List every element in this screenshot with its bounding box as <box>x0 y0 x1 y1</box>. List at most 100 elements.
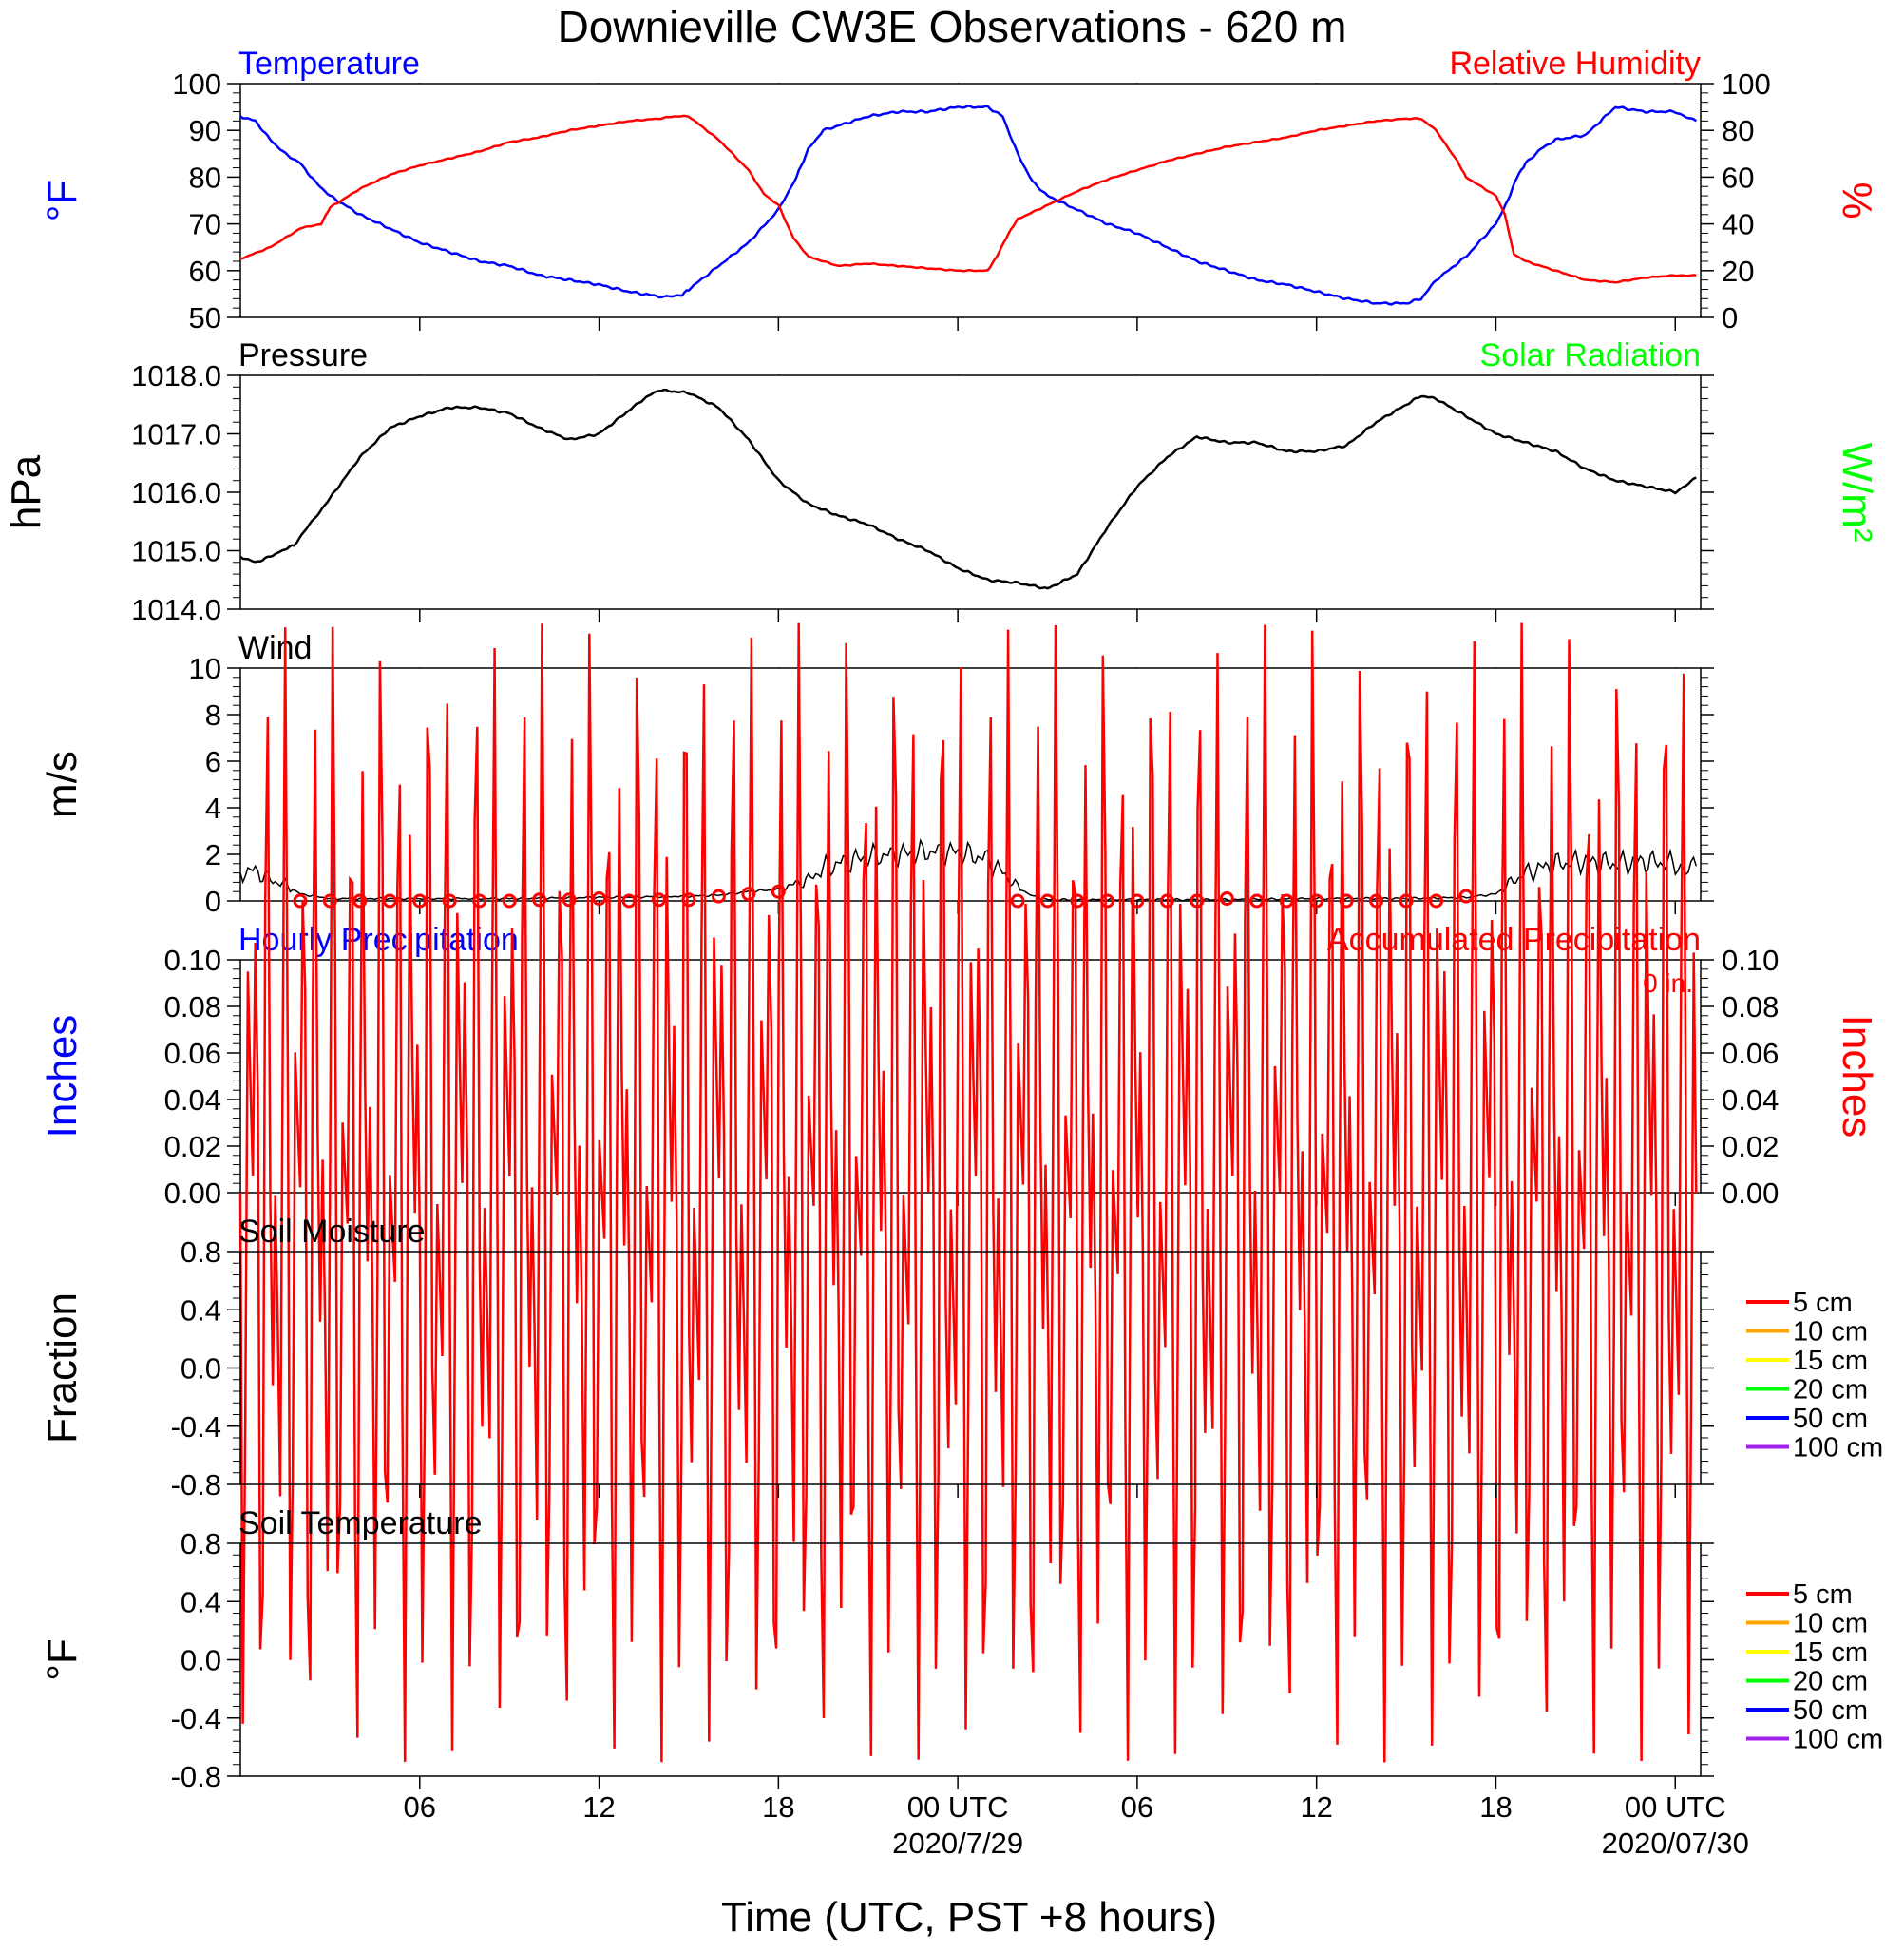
y-axis-label: °F <box>39 180 86 221</box>
panel-title-left: Temperature <box>238 46 420 82</box>
legend-label: 20 cm <box>1793 1667 1868 1697</box>
wind-barb-calm <box>592 891 607 907</box>
y-right-tick-label: 40 <box>1722 208 1754 241</box>
y-tick-label: 4 <box>205 792 221 825</box>
wind-barb-calm <box>352 893 368 909</box>
wind-barb-calm <box>621 893 637 909</box>
panel-pressure: 1014.0 1015.0 1016.0 1017.0 1018.0 Pressure So… <box>3 337 1880 626</box>
y-axis-label: hPa <box>3 454 49 529</box>
x-tick-label: 12 <box>1300 1790 1332 1824</box>
y-tick-label: 1014.0 <box>131 593 221 626</box>
y-tick-label: 0.06 <box>164 1037 221 1070</box>
series-accumulated-precipitation <box>238 622 1698 1763</box>
legend-label: 100 cm <box>1793 1433 1883 1463</box>
y-right-tick-label: 0 <box>1722 301 1738 335</box>
legend-label: 50 cm <box>1793 1695 1868 1726</box>
y-tick-label: 0.8 <box>181 1235 221 1269</box>
y-tick-label: 60 <box>189 255 221 288</box>
series-wind-speed <box>239 838 1698 902</box>
legend-label: 10 cm <box>1793 1609 1868 1639</box>
y-tick-label: 6 <box>205 745 221 778</box>
wind-barb-calm <box>412 893 428 909</box>
panel-title-right: Relative Humidity <box>1449 46 1701 82</box>
x-axis-label: Time (UTC, PST +8 hours) <box>721 1894 1217 1941</box>
wind-barb-calm <box>382 893 397 909</box>
y-tick-label: 1016.0 <box>131 476 221 509</box>
panel-title-right: Solar Radiation <box>1480 337 1701 373</box>
series-temperature <box>239 105 1698 306</box>
wind-barb-calm <box>1429 893 1444 909</box>
y-tick-label: 2 <box>205 838 221 871</box>
x-tick-date-label: 2020/07/30 <box>1602 1827 1749 1860</box>
x-tick-label: 00 UTC <box>907 1790 1009 1824</box>
y-axis-label-right: % <box>1834 182 1880 219</box>
y-tick-label: 50 <box>189 301 221 335</box>
y-axis-label: m/s <box>39 751 86 818</box>
y-tick-label: 0.4 <box>181 1293 221 1327</box>
y-right-tick-label: 0.02 <box>1722 1130 1779 1163</box>
x-tick-label: 18 <box>762 1790 794 1824</box>
y-tick-label: -0.4 <box>171 1410 221 1444</box>
y-right-tick-label: 100 <box>1722 67 1771 101</box>
legend-label: 5 cm <box>1793 1288 1853 1318</box>
y-tick-label: 0.00 <box>164 1176 221 1210</box>
series-relative-humidity <box>239 114 1697 284</box>
legend-label: 15 cm <box>1793 1346 1868 1376</box>
panel-soil_moisture: -0.8 -0.4 0.0 0.4 0.8 Soil Moisture Fraction 5 … <box>39 1214 1883 1502</box>
wind-barb-calm <box>562 892 577 908</box>
y-tick-label: 1015.0 <box>131 535 221 568</box>
wind-barb-calm <box>711 889 726 904</box>
y-right-tick-label: 0.04 <box>1722 1083 1779 1117</box>
y-tick-label: 1017.0 <box>131 418 221 451</box>
plot-frame <box>239 83 1702 318</box>
x-tick-label: 12 <box>582 1790 615 1824</box>
panel-title-left: Pressure <box>238 337 368 373</box>
legend-label: 5 cm <box>1793 1579 1853 1610</box>
legend-label: 20 cm <box>1793 1375 1868 1406</box>
panel-title-left: Soil Temperature <box>238 1505 482 1541</box>
plot-frame <box>239 667 1702 902</box>
x-tick-label: 00 UTC <box>1625 1790 1726 1824</box>
y-axis-label: Inches <box>39 1015 86 1138</box>
panel-title-left: Wind <box>238 630 312 666</box>
y-tick-label: 0.10 <box>164 944 221 977</box>
y-tick-label: 70 <box>189 208 221 241</box>
y-tick-label: 0.02 <box>164 1130 221 1163</box>
y-tick-label: 10 <box>189 652 221 685</box>
y-tick-label: 0.4 <box>181 1585 221 1618</box>
y-tick-label: -0.8 <box>171 1468 221 1502</box>
x-tick-date-label: 2020/7/29 <box>892 1827 1023 1860</box>
y-axis-label-right: Inches <box>1834 1015 1880 1138</box>
x-tick-label: 06 <box>404 1790 436 1824</box>
y-right-tick-label: 60 <box>1722 161 1754 194</box>
y-tick-label: 1018.0 <box>131 359 221 392</box>
y-tick-label: 90 <box>189 114 221 147</box>
y-tick-label: -0.4 <box>171 1702 221 1735</box>
panel-title-left: Soil Moisture <box>238 1214 426 1250</box>
legend-label: 15 cm <box>1793 1637 1868 1668</box>
figure-title: Downieville CW3E Observations - 620 m <box>558 2 1347 51</box>
y-tick-label: 0.0 <box>181 1352 221 1386</box>
wind-barb-calm <box>1219 891 1234 907</box>
y-tick-label: 8 <box>205 698 221 732</box>
y-right-tick-label: 20 <box>1722 255 1754 288</box>
x-tick-label: 06 <box>1121 1790 1153 1824</box>
y-right-tick-label: 0.00 <box>1722 1176 1779 1210</box>
legend-label: 10 cm <box>1793 1317 1868 1348</box>
x-tick-label: 18 <box>1479 1790 1512 1824</box>
y-tick-label: 100 <box>172 67 221 101</box>
legend-label: 100 cm <box>1793 1725 1883 1755</box>
y-tick-label: 80 <box>189 161 221 194</box>
y-tick-label: 0 <box>205 885 221 918</box>
legend-label: 50 cm <box>1793 1404 1868 1434</box>
panel-precip: 0.000.020.040.060.080.100.000.020.040.06… <box>39 622 1880 1763</box>
wind-barb-calm <box>293 893 308 909</box>
y-axis-label: °F <box>39 1638 86 1680</box>
wind-barb-calm <box>502 893 517 909</box>
y-tick-label: 0.0 <box>181 1644 221 1677</box>
panel-temp_rh: 50 60 70 80 90 100 0 20 40 60 80 100 Temperature Rela… <box>39 46 1880 335</box>
y-axis-label-right: W/m² <box>1834 442 1880 542</box>
